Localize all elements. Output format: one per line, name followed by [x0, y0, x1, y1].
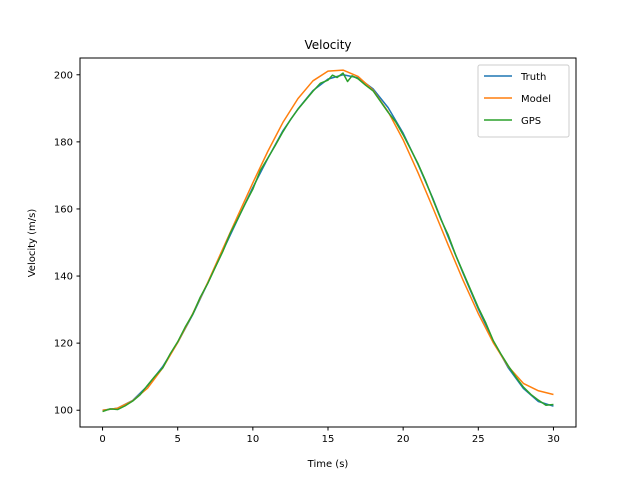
x-tick-label: 5 — [175, 434, 181, 445]
x-tick-label: 25 — [472, 434, 485, 445]
x-axis-ticks: 0 5 10 15 20 25 30 — [99, 427, 560, 445]
y-tick-label: 120 — [54, 339, 73, 350]
y-tick-label: 200 — [54, 70, 73, 81]
series-line-gps — [102, 72, 554, 413]
x-axis-label: Time (s) — [307, 459, 349, 470]
chart-title: Velocity — [304, 38, 351, 52]
y-tick-label: 180 — [54, 137, 73, 148]
x-tick-label: 30 — [547, 434, 560, 445]
y-tick-label: 160 — [54, 204, 73, 215]
legend-label-gps: GPS — [521, 116, 541, 127]
y-axis-label: Velocity (m/s) — [27, 209, 38, 278]
legend: Truth Model GPS — [477, 64, 570, 138]
series-layer — [102, 69, 554, 413]
x-tick-label: 15 — [322, 434, 335, 445]
y-tick-label: 100 — [54, 406, 73, 417]
y-tick-label: 140 — [54, 272, 73, 283]
x-tick-label: 0 — [99, 434, 105, 445]
x-tick-label: 20 — [397, 434, 410, 445]
legend-box — [477, 64, 570, 138]
legend-label-model: Model — [521, 94, 551, 105]
x-tick-label: 10 — [246, 434, 259, 445]
y-axis-ticks: 100 120 140 160 180 200 — [54, 70, 80, 417]
legend-label-truth: Truth — [520, 72, 546, 83]
